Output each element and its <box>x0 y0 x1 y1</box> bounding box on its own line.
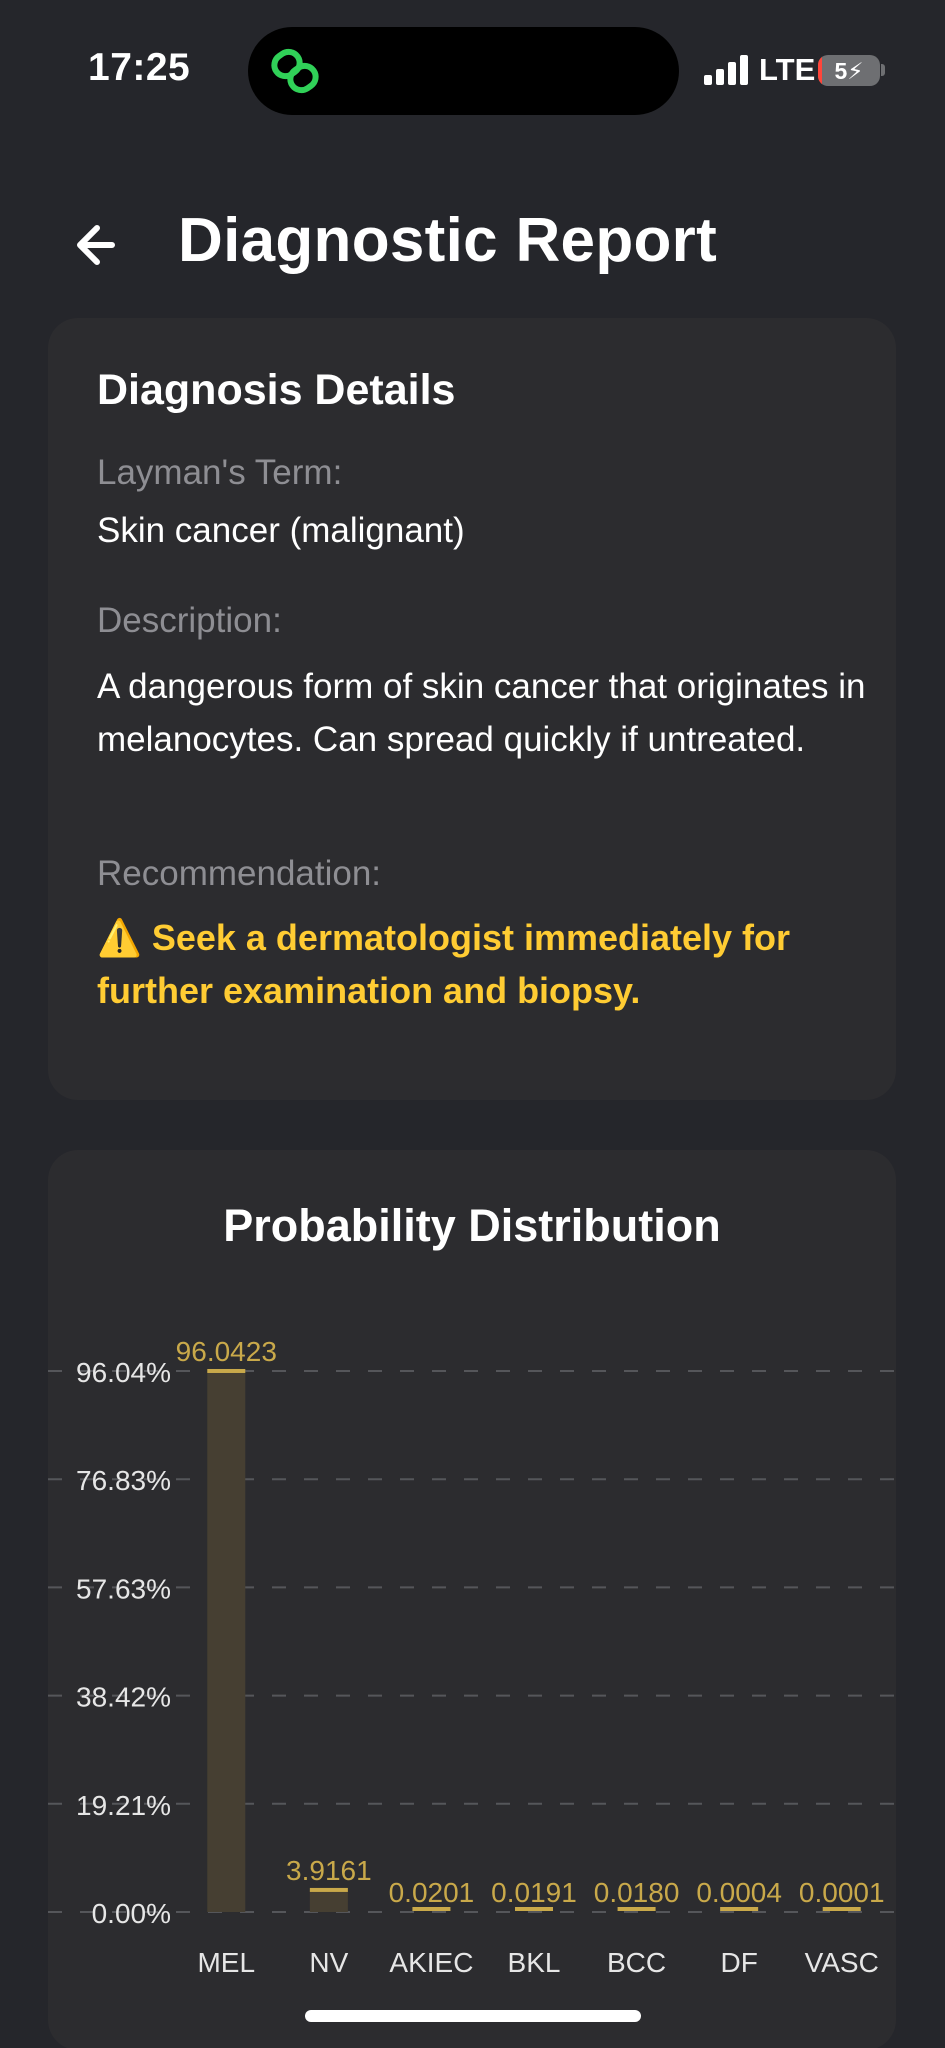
arrow-left-icon <box>77 225 115 265</box>
battery-cap <box>881 64 885 76</box>
diagnosis-details-card: Diagnosis Details Layman's Term: Skin ca… <box>48 318 896 1100</box>
bar-top-line <box>412 1907 451 1911</box>
bar-top-line <box>720 1907 759 1911</box>
x-tick-label: BKL <box>508 1947 561 1978</box>
y-tick-label: 19.21% <box>76 1790 171 1821</box>
probability-chart-card: Probability Distribution 0.00% 19.21% 38.4… <box>48 1150 896 2048</box>
network-type: LTE <box>759 52 816 87</box>
bar-top-line <box>617 1907 656 1911</box>
battery-level: 5⚡ <box>834 58 864 84</box>
bar-value-label: 0.0180 <box>594 1877 680 1908</box>
y-tick-label: 76.83% <box>76 1465 171 1496</box>
probability-bar-chart: 0.00% 19.21% 38.42% 57.63% 76.83% 96.04%96.04… <box>48 1336 896 1978</box>
status-time: 17:25 <box>88 46 191 89</box>
bar-value-label: 0.0201 <box>389 1877 475 1908</box>
battery-percent: 5 <box>834 58 848 84</box>
x-tick-label: DF <box>720 1947 757 1978</box>
y-tick-label: 96.04% <box>76 1357 171 1388</box>
bar <box>207 1370 246 1912</box>
bar-top-line <box>515 1907 553 1911</box>
bar-value-label: 3.9161 <box>286 1855 372 1886</box>
bar-value-label: 0.0001 <box>799 1877 885 1908</box>
bar-top-line <box>822 1907 861 1911</box>
y-tick-label: 38.42% <box>76 1682 171 1713</box>
x-tick-label: BCC <box>607 1947 666 1978</box>
description-value: A dangerous form of skin cancer that ori… <box>97 667 866 759</box>
bar-top-line <box>309 1887 348 1892</box>
chain-link-icon <box>271 48 319 94</box>
chart-title: Probability Distribution <box>223 1200 721 1251</box>
bar-value-label: 0.0004 <box>696 1877 782 1908</box>
x-tick-label: MEL <box>197 1947 255 1978</box>
signal-strength-icon <box>704 55 748 85</box>
dynamic-island[interactable] <box>248 27 679 115</box>
layman-term-label: Layman's Term: <box>97 453 343 492</box>
back-button[interactable] <box>70 214 132 276</box>
recommendation-label: Recommendation: <box>97 854 382 893</box>
x-tick-label: AKIEC <box>389 1947 473 1978</box>
bar-value-label: 96.0423 <box>176 1336 277 1367</box>
home-indicator[interactable] <box>305 2010 641 2022</box>
description-label: Description: <box>97 601 282 640</box>
x-tick-label: NV <box>309 1947 348 1978</box>
bar-top-line <box>207 1368 246 1373</box>
recommendation-value: ⚠️ Seek a dermatologist immediately for … <box>97 917 791 1011</box>
bar-value-label: 0.0191 <box>491 1877 577 1908</box>
bar <box>309 1889 348 1912</box>
layman-term-value: Skin cancer (malignant) <box>97 511 465 550</box>
battery-icon: 5⚡ <box>818 55 880 86</box>
battery-level-fill <box>818 55 822 86</box>
diagnosis-details-heading: Diagnosis Details <box>97 366 456 414</box>
x-tick-label: VASC <box>805 1947 879 1978</box>
page-title: Diagnostic Report <box>178 206 718 275</box>
y-tick-label: 57.63% <box>76 1573 171 1604</box>
y-tick-label: 0.00% <box>92 1898 171 1929</box>
